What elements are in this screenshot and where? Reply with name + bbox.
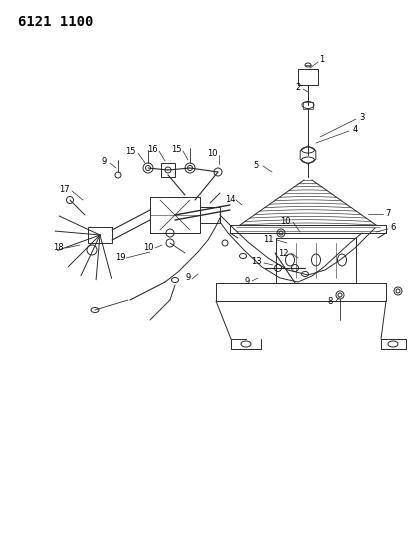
- Bar: [161, 163, 175, 177]
- Text: 15: 15: [171, 146, 181, 155]
- Text: 8: 8: [327, 297, 333, 306]
- Text: 19: 19: [115, 254, 125, 262]
- Text: 13: 13: [251, 257, 261, 266]
- Text: 4: 4: [353, 125, 358, 134]
- Text: 1: 1: [319, 55, 325, 64]
- Text: 10: 10: [143, 244, 153, 253]
- Text: 11: 11: [263, 236, 273, 245]
- Text: 10: 10: [207, 149, 217, 158]
- Text: 6121 1100: 6121 1100: [18, 15, 93, 29]
- Bar: [88, 227, 112, 243]
- Text: 9: 9: [185, 273, 191, 282]
- Text: 9: 9: [244, 277, 250, 286]
- Bar: [303, 102, 313, 109]
- Text: 17: 17: [59, 185, 69, 195]
- Text: 2: 2: [295, 84, 301, 93]
- Text: 12: 12: [278, 248, 288, 257]
- Text: 14: 14: [225, 196, 235, 205]
- Bar: [200, 207, 220, 223]
- Text: 15: 15: [125, 148, 135, 157]
- Bar: [298, 69, 318, 85]
- Bar: [150, 197, 200, 233]
- Text: 3: 3: [359, 114, 365, 123]
- Text: 5: 5: [253, 160, 259, 169]
- Text: 7: 7: [385, 208, 391, 217]
- Text: 6: 6: [390, 223, 396, 232]
- Text: 16: 16: [147, 146, 157, 155]
- Text: 10: 10: [280, 217, 290, 227]
- Bar: [276, 238, 356, 283]
- Text: 9: 9: [101, 157, 106, 166]
- Text: 18: 18: [53, 244, 63, 253]
